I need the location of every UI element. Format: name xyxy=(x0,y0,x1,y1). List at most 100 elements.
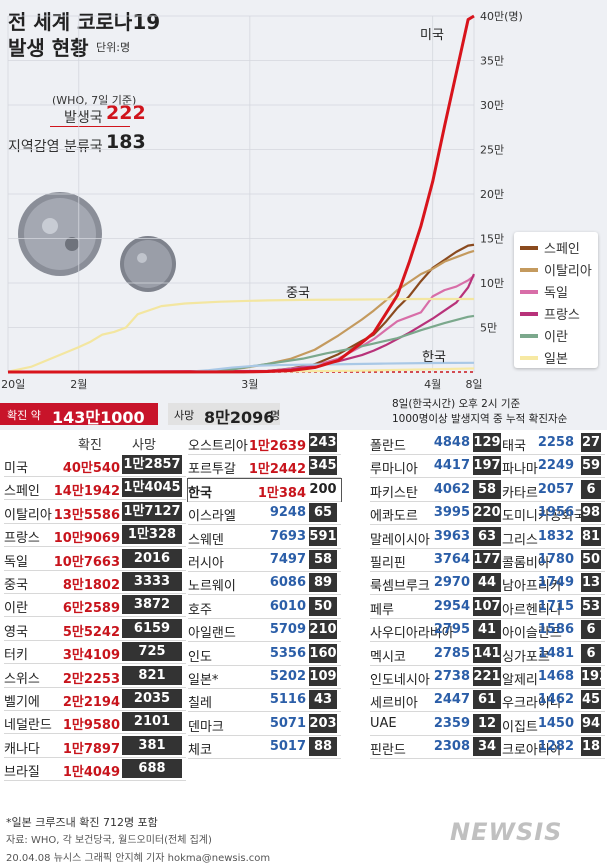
line-chart: 5만 10만 15만 20만 25만 30만 35만 40만(명) 1.20일 2월 3월 4월 8일 xyxy=(0,10,523,391)
confirmed-value: 5202 xyxy=(269,669,306,684)
country-name: 포르투갈 xyxy=(188,462,236,478)
country-name: 룩셈브루크 xyxy=(370,579,430,595)
country-name: 이탈리아 xyxy=(4,507,52,523)
confirmed-value: 3963 xyxy=(433,528,470,544)
series-line-이탈리아 xyxy=(7,249,475,374)
y-tick-label: 25만 xyxy=(480,144,504,157)
confirmed-value: 2258 xyxy=(537,435,574,450)
death-value: 34 xyxy=(473,737,501,757)
table-row: 루마니아 4417 197 xyxy=(370,455,505,477)
x-tick-label: 3월 xyxy=(241,378,258,391)
country-name: 이란 xyxy=(4,601,28,617)
table-row: 크로아티아 1282 18 xyxy=(502,736,605,758)
country-name: 이스라엘 xyxy=(188,509,236,525)
death-value: 109 xyxy=(309,667,337,686)
table-row: 싱가포르 1481 6 xyxy=(502,643,605,665)
row-divider xyxy=(502,688,605,689)
death-value: 2101 xyxy=(122,712,182,732)
legend-swatch xyxy=(520,311,538,316)
confirmed-value: 6010 xyxy=(269,598,306,614)
table-row: 아르헨티나 1715 53 xyxy=(502,596,605,618)
country-name: 영국 xyxy=(4,624,28,640)
row-divider xyxy=(188,617,341,619)
confirmed-value: 1만7897 xyxy=(62,741,120,757)
confirmed-value: 1956 xyxy=(537,505,574,521)
country-name: 사우디아라비아 xyxy=(370,626,454,642)
row-divider xyxy=(188,641,341,643)
confirmed-value: 1749 xyxy=(537,575,574,591)
death-value: 13 xyxy=(581,573,601,593)
table-row: 남아프리카 1749 13 xyxy=(502,572,605,594)
row-divider xyxy=(502,758,605,760)
total-death-box: 사망 8만2096 명 xyxy=(168,403,280,427)
row-divider xyxy=(4,546,186,548)
confirmed-value: 2308 xyxy=(433,739,470,755)
header-confirm: 확진 xyxy=(78,438,102,453)
confirmed-value: 13만5586 xyxy=(53,507,120,523)
death-value: 27 xyxy=(581,433,601,452)
table-row: 네덜란드 1만9580 2101 xyxy=(4,711,186,733)
death-value: 821 xyxy=(122,665,182,685)
death-value: 1만7127 xyxy=(122,501,182,521)
death-value: 2016 xyxy=(122,548,182,568)
country-name: 네덜란드 xyxy=(4,718,52,734)
death-value: 89 xyxy=(309,573,337,593)
death-value: 2035 xyxy=(122,689,182,708)
confirmed-value: 1715 xyxy=(537,598,574,614)
table-row: 핀란드 2308 34 xyxy=(370,736,505,758)
legend-label: 독일 xyxy=(544,286,568,301)
table-row: 필리핀 3764 177 xyxy=(370,549,505,571)
footnote: *일본 크루즈내 확진 712명 포함 xyxy=(6,816,158,829)
confirmed-value: 6만2589 xyxy=(62,601,120,617)
virus-illustration xyxy=(18,192,176,292)
death-value: 1만4045 xyxy=(122,478,182,498)
country-name: 도미니카공화국 xyxy=(502,509,586,525)
table-row: 오스트리아 1만2639 243 xyxy=(188,432,341,454)
death-value: 50 xyxy=(581,550,601,569)
row-divider xyxy=(4,476,186,477)
row-divider xyxy=(370,477,505,479)
series-line-중국 xyxy=(7,297,474,373)
country-name: 벨기에 xyxy=(4,695,40,710)
title-line1: 전 세계 코로나19 xyxy=(8,10,161,34)
table-row: 사우디아라비아 2795 41 xyxy=(370,619,505,641)
country-name: 노르웨이 xyxy=(188,579,236,595)
death-value: 98 xyxy=(581,503,601,523)
death-value: 381 xyxy=(122,735,182,755)
stats-table: 확진 사망 미국 40만540 1만2857 스페인 14만1942 1만4045 이탈리아 13… xyxy=(0,430,607,864)
legend-swatch xyxy=(520,267,538,272)
table-row: 파키스탄 4062 58 xyxy=(370,479,505,501)
country-name: 프랑스 xyxy=(4,531,40,547)
country-name: 한국 xyxy=(188,485,212,501)
legend-label: 이란 xyxy=(544,330,568,345)
death-value: 688 xyxy=(122,759,182,779)
table-row: 영국 5만5242 6159 xyxy=(4,618,186,640)
death-value: 210 xyxy=(309,620,337,640)
country-name: 싱가포르 xyxy=(502,649,550,665)
table-row: 태국 2258 27 xyxy=(502,432,605,454)
country-name: 알제리 xyxy=(502,673,538,688)
confirmed-value: 9248 xyxy=(269,505,306,521)
death-value: 43 xyxy=(309,690,337,710)
row-divider xyxy=(188,547,341,549)
annotation-korea: 한국 xyxy=(422,350,446,365)
country-name: 칠레 xyxy=(188,696,212,712)
country-name: 콜롬비아 xyxy=(502,556,550,571)
table-row: 카타르 2057 6 xyxy=(502,479,605,501)
table-row: 페루 2954 107 xyxy=(370,596,505,618)
country-name: 말레이시아 xyxy=(370,532,430,548)
confirmed-value: 1만384 xyxy=(257,485,306,501)
row-divider xyxy=(4,733,186,735)
table-row: 독일 10만7663 2016 xyxy=(4,548,186,570)
confirmed-value: 6086 xyxy=(269,575,306,591)
table-row: 중국 8만1802 3333 xyxy=(4,571,186,593)
legend-item: 프랑스 xyxy=(520,304,580,323)
order-note: 1000명이상 발생지역 중 누적 확진자순 xyxy=(392,413,568,425)
death-value: 107 xyxy=(473,596,501,616)
header-death: 사망 xyxy=(132,438,156,453)
death-value: 18 xyxy=(581,737,601,757)
divider xyxy=(50,126,130,127)
legend-swatch xyxy=(520,333,538,338)
country-name: 브라질 xyxy=(4,765,40,781)
confirmed-value: 3만4109 xyxy=(62,648,120,664)
